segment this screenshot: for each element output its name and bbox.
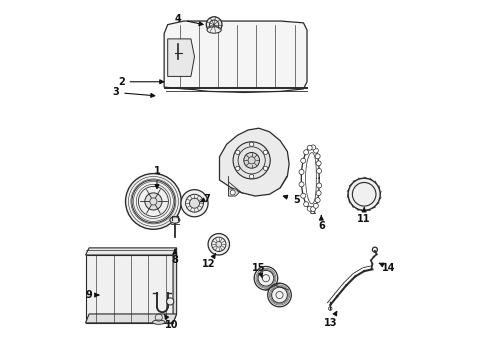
Circle shape — [310, 207, 315, 212]
Text: 8: 8 — [171, 249, 178, 265]
Text: 6: 6 — [317, 216, 324, 231]
Text: 10: 10 — [164, 315, 178, 330]
Circle shape — [347, 178, 380, 210]
Circle shape — [244, 153, 259, 168]
Circle shape — [298, 182, 304, 187]
Circle shape — [316, 168, 321, 174]
Text: 12: 12 — [202, 254, 215, 269]
Circle shape — [315, 198, 320, 203]
Circle shape — [267, 283, 291, 307]
Text: 5: 5 — [283, 195, 299, 204]
Circle shape — [316, 161, 321, 166]
Circle shape — [310, 145, 315, 150]
Text: 4: 4 — [175, 14, 203, 26]
Circle shape — [173, 48, 190, 66]
Circle shape — [249, 142, 253, 147]
Circle shape — [189, 198, 199, 208]
Circle shape — [306, 145, 311, 150]
Polygon shape — [167, 39, 194, 76]
Polygon shape — [173, 248, 176, 323]
Circle shape — [306, 206, 311, 211]
Circle shape — [300, 193, 305, 198]
Text: 3: 3 — [112, 87, 154, 98]
Circle shape — [313, 148, 318, 153]
Circle shape — [125, 174, 181, 229]
Circle shape — [316, 190, 321, 195]
Circle shape — [313, 203, 318, 208]
Text: 9: 9 — [85, 290, 99, 300]
Ellipse shape — [152, 320, 164, 324]
Circle shape — [181, 190, 207, 217]
Circle shape — [206, 17, 222, 32]
Circle shape — [316, 183, 321, 188]
Circle shape — [235, 166, 240, 171]
Circle shape — [233, 142, 270, 179]
Text: 14: 14 — [379, 262, 395, 273]
Text: 7: 7 — [200, 194, 210, 203]
Circle shape — [263, 150, 267, 154]
Text: 13: 13 — [323, 311, 336, 328]
Polygon shape — [85, 255, 173, 323]
Circle shape — [230, 190, 235, 195]
Text: 2: 2 — [118, 77, 163, 87]
Text: 11: 11 — [357, 208, 370, 224]
Circle shape — [303, 150, 308, 155]
Circle shape — [207, 234, 229, 255]
Circle shape — [263, 166, 267, 171]
Ellipse shape — [169, 217, 180, 223]
Polygon shape — [85, 314, 176, 323]
Circle shape — [166, 298, 173, 305]
Text: 1: 1 — [153, 166, 160, 189]
Text: 15: 15 — [251, 262, 265, 278]
Ellipse shape — [206, 27, 221, 33]
Polygon shape — [228, 189, 239, 196]
Circle shape — [249, 174, 253, 179]
Circle shape — [298, 170, 304, 175]
Circle shape — [216, 242, 221, 247]
Circle shape — [144, 193, 162, 210]
Circle shape — [254, 266, 277, 290]
Circle shape — [235, 150, 240, 154]
Circle shape — [300, 158, 305, 163]
Polygon shape — [219, 128, 288, 196]
Polygon shape — [164, 21, 306, 93]
Polygon shape — [85, 248, 176, 255]
Circle shape — [303, 202, 308, 207]
Circle shape — [315, 154, 320, 159]
